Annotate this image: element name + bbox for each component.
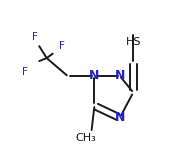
Text: F: F <box>59 41 65 51</box>
Text: N: N <box>89 69 100 83</box>
Text: F: F <box>22 67 28 76</box>
Text: HS: HS <box>126 37 141 47</box>
Text: F: F <box>32 32 38 42</box>
Text: N: N <box>115 111 125 124</box>
Text: CH₃: CH₃ <box>75 133 96 143</box>
Text: N: N <box>115 69 125 83</box>
